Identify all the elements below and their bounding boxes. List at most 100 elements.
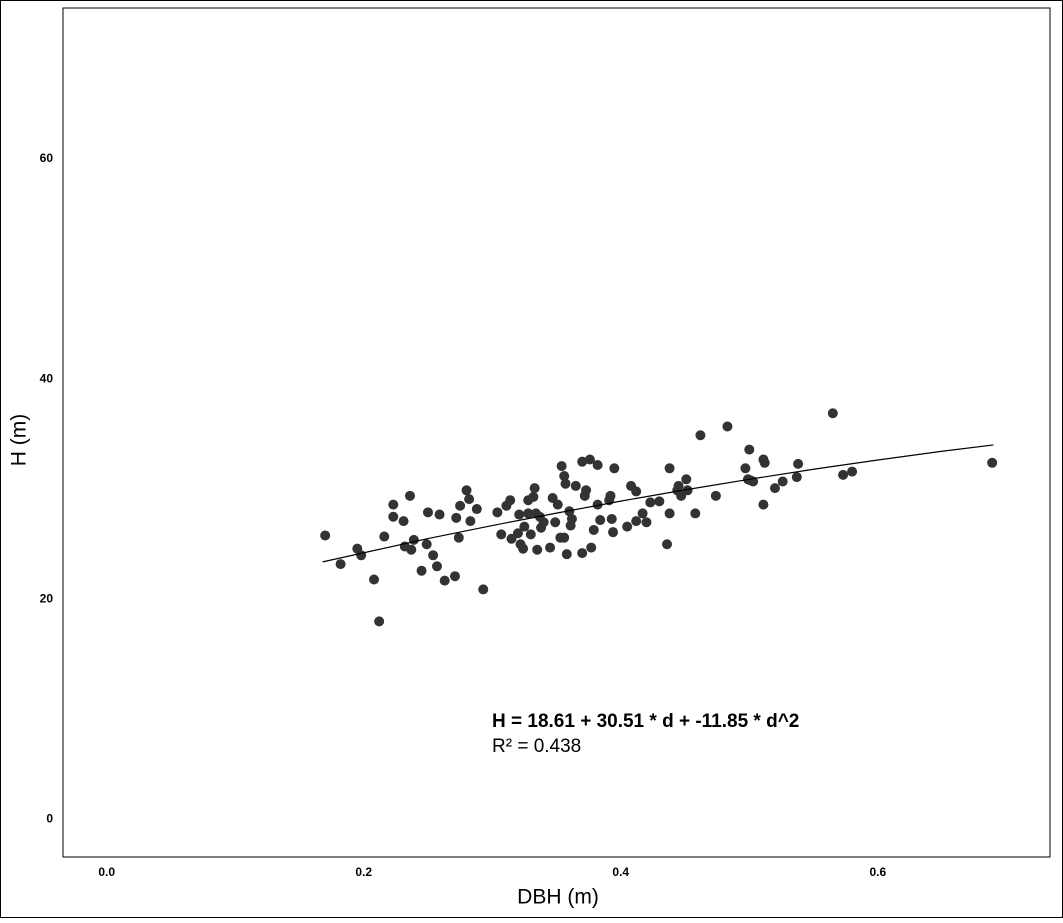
point [570,480,581,491]
point [662,539,673,550]
y-tick-label: 40 [40,371,54,385]
y-tick-label: 60 [40,151,54,165]
point [758,499,769,510]
point [827,408,838,419]
point [388,511,399,522]
point [431,561,442,572]
point [465,516,476,527]
point [759,457,770,468]
point [552,499,563,510]
point [529,483,540,494]
point [559,470,570,481]
point [559,532,570,543]
point [374,616,385,627]
point [492,507,503,518]
point [690,508,701,519]
point [496,529,507,540]
point [398,516,409,527]
annotation: H = 18.61 + 30.51 * d + -11.85 * d^2 [492,711,799,732]
point [406,544,417,555]
point [525,529,536,540]
point [514,509,525,520]
point [421,539,432,550]
point [560,478,571,489]
point [592,499,603,510]
point [545,542,556,553]
point [838,469,849,480]
point [710,490,721,501]
point [561,549,572,560]
point [449,571,460,582]
point [595,515,606,526]
point [519,521,530,532]
point [439,575,450,586]
annotation: R² = 0.438 [492,736,581,757]
point [451,512,462,523]
point [528,491,539,502]
x-tick-label: 0.2 [355,865,372,879]
point [740,463,751,474]
point [682,485,693,496]
point [744,444,755,455]
point [681,474,692,485]
point [605,490,616,501]
x-tick-label: 0.4 [612,865,629,879]
point [654,496,665,507]
point [987,457,998,468]
point [609,463,620,474]
point [550,517,561,528]
plot-border [62,7,1051,858]
point [641,517,652,528]
point [606,513,617,524]
point [518,543,529,554]
point [512,528,523,539]
point [320,530,331,541]
point [631,486,642,497]
y-axis-title: H (m) [8,414,31,466]
point [722,421,733,432]
point [566,513,577,524]
point [581,485,592,496]
point [379,531,390,542]
point [556,461,567,472]
y-tick-label: 0 [46,812,53,826]
point [416,565,427,576]
point [622,521,633,532]
point [505,495,516,506]
point [434,509,445,520]
point [637,508,648,519]
point [588,524,599,535]
point [464,494,475,505]
point [608,527,619,538]
point [461,485,472,496]
point [631,516,642,527]
point [847,466,858,477]
point [453,532,464,543]
point [455,500,466,511]
point [777,476,788,487]
y-tick-label: 20 [40,591,54,605]
point [538,517,549,528]
fit-line [322,444,994,563]
point [404,490,415,501]
point [791,472,802,483]
x-tick-label: 0.6 [869,865,886,879]
point [577,456,588,467]
point [523,508,534,519]
point [471,504,482,515]
point [478,584,489,595]
point [388,499,399,510]
point [586,542,597,553]
point [673,480,684,491]
point [664,463,675,474]
point [695,430,706,441]
point [769,483,780,494]
point [335,559,346,570]
point [584,454,595,465]
x-tick-label: 0.0 [98,865,115,879]
point [408,534,419,545]
x-axis-title: DBH (m) [517,886,599,909]
point [645,497,656,508]
